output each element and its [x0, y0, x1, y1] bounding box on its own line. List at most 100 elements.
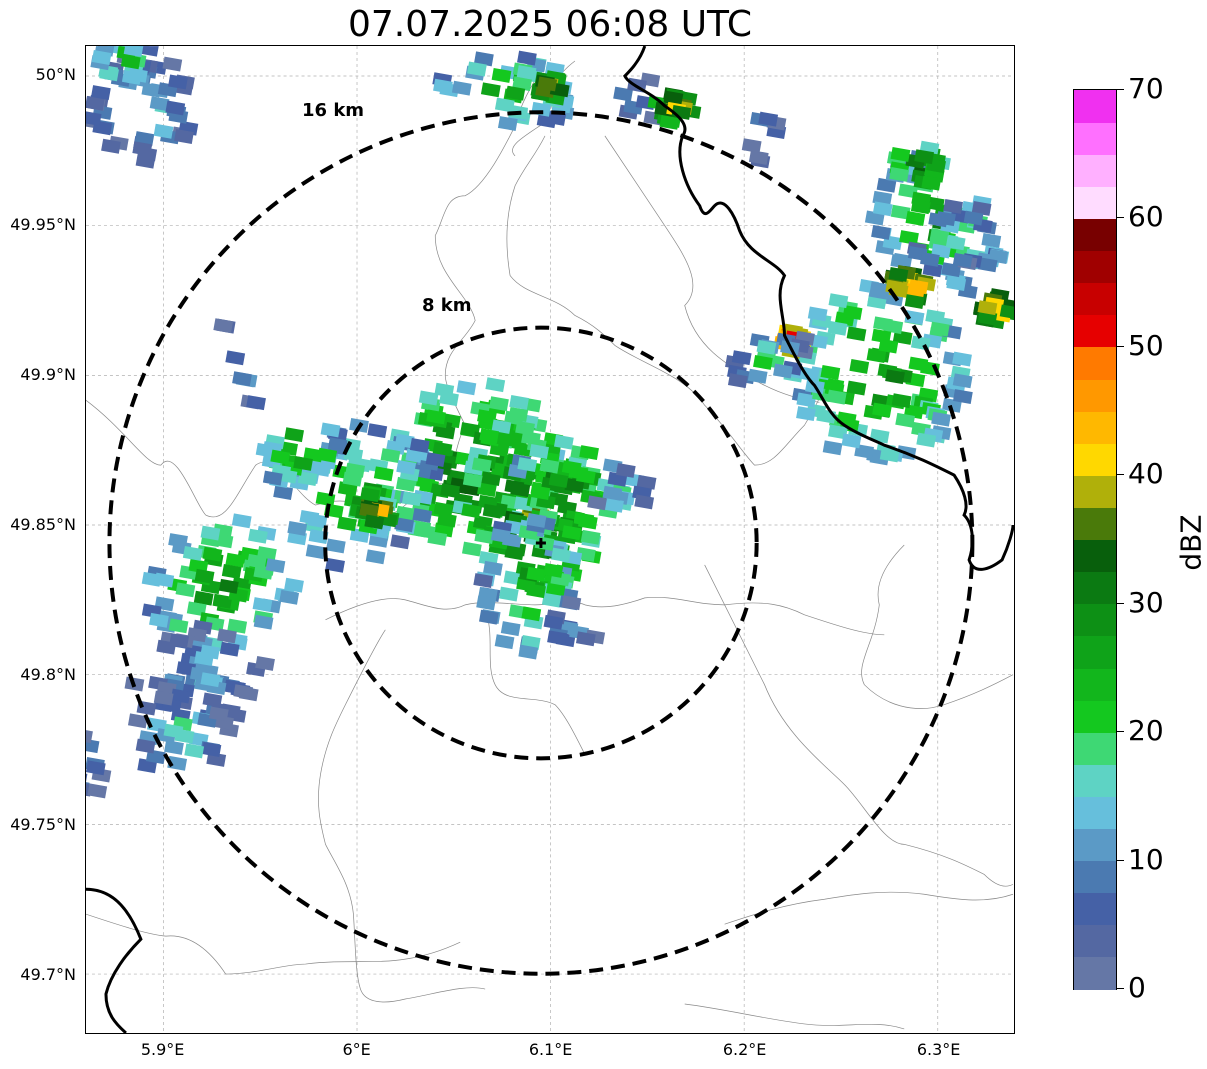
echo-pixel [977, 300, 998, 316]
echo-pixel [225, 552, 246, 568]
colorbar-tick [1117, 731, 1124, 733]
echo-pixel [483, 560, 503, 576]
echo-pixel [515, 420, 535, 436]
echo-pixel [929, 228, 950, 243]
colorbar-tick-label: 70 [1128, 72, 1164, 105]
echo-pixel [873, 316, 893, 332]
colorbar-tick [1117, 602, 1124, 604]
echo-pixel [120, 54, 141, 70]
colorbar-segment [1074, 956, 1116, 990]
colorbar-segment [1074, 571, 1116, 605]
echo-pixel [409, 438, 430, 453]
echo-pixel [401, 491, 422, 507]
echo-pixel [153, 123, 174, 139]
colorbar-segment [1074, 603, 1116, 637]
echo-pixel [164, 739, 184, 755]
echo-pixel [634, 494, 655, 510]
echo-pixel [820, 365, 841, 380]
echo-pixel [895, 412, 916, 428]
echo-pixel [433, 78, 453, 94]
echo-pixel [904, 294, 925, 310]
echo-pixel [188, 558, 209, 574]
colorbar-tick-label: 20 [1128, 714, 1164, 748]
echo-pixel [253, 614, 274, 630]
echo-pixel [149, 612, 169, 628]
colorbar-tick-label: 10 [1128, 842, 1164, 876]
echo-pixel [273, 485, 293, 500]
echo-pixel [971, 201, 992, 216]
echo-cell [973, 288, 1014, 330]
echo-pixel [931, 411, 951, 427]
echo-pixel [162, 56, 183, 72]
echo-pixel [491, 419, 512, 435]
echo-pixel [225, 350, 246, 366]
echo-pixel [891, 393, 912, 409]
echo-pixel [174, 728, 195, 744]
echo-pixel [491, 67, 512, 83]
echo-pixel [425, 452, 446, 468]
colorbar-segment [1074, 314, 1116, 348]
echo-pixel [168, 618, 189, 634]
echo-pixel [919, 251, 940, 267]
echo-pixel [101, 138, 121, 154]
echo-pixel [773, 363, 793, 379]
radar-map[interactable] [85, 45, 1015, 1034]
echo-pixel [325, 538, 346, 554]
echo-cell [90, 46, 159, 88]
echo-pixel [231, 513, 252, 529]
echo-pixel [753, 355, 773, 370]
echo-pixel [878, 338, 899, 354]
echo-pixel [943, 198, 963, 214]
echo-pixel [394, 517, 415, 533]
echo-pixel [494, 634, 515, 650]
echo-pixel [345, 462, 365, 478]
echo-pixel [822, 440, 843, 456]
colorbar-segment [1074, 924, 1116, 958]
echo-pixel [521, 606, 542, 622]
echo-pixel [561, 525, 582, 541]
echo-pixel [518, 644, 539, 660]
echo-pixel [888, 266, 909, 282]
country-border [623, 46, 1014, 571]
echo-pixel [246, 395, 266, 411]
echo-pixel [86, 760, 106, 776]
admin-border [724, 891, 1014, 925]
echo-pixel [543, 614, 564, 630]
echo-pixel [889, 167, 910, 182]
echo-pixel [238, 686, 259, 702]
echo-pixel [317, 447, 338, 463]
echo-pixel [432, 441, 453, 457]
echo-pixel [747, 368, 768, 384]
colorbar-segment [1074, 411, 1116, 444]
admin-border [704, 564, 1014, 887]
lat-tick-label: 49.75°N [10, 815, 76, 834]
echo-pixel [218, 578, 239, 594]
echo-pixel [184, 743, 205, 759]
echo-cell [255, 422, 341, 489]
admin-border [86, 913, 461, 975]
admin-border [325, 596, 885, 636]
echo-pixel [175, 582, 196, 598]
echo-pixel [262, 470, 283, 486]
echo-pixel [206, 751, 227, 767]
echo-pixel [451, 80, 472, 96]
echo-pixel [828, 293, 849, 309]
echo-pixel [485, 377, 506, 393]
echo-cell [543, 595, 606, 648]
echo-cell [213, 318, 266, 411]
echo-pixel [941, 262, 962, 278]
echo-pixel [86, 110, 102, 126]
range-ring [323, 325, 759, 761]
colorbar-segment [1074, 378, 1116, 412]
echo-pixel [526, 566, 547, 582]
colorbar-tick-label: 60 [1128, 200, 1164, 234]
echo-pixel [577, 514, 598, 530]
echo-pixel [86, 781, 93, 797]
echo-pixel [904, 310, 925, 325]
lon-tick-label: 5.9°E [140, 1040, 185, 1059]
echo-pixel [395, 476, 416, 492]
colorbar-tick-label: 50 [1128, 328, 1164, 362]
echo-pixel [227, 618, 248, 634]
echo-pixel [156, 639, 177, 655]
echo-pixel [826, 389, 847, 405]
